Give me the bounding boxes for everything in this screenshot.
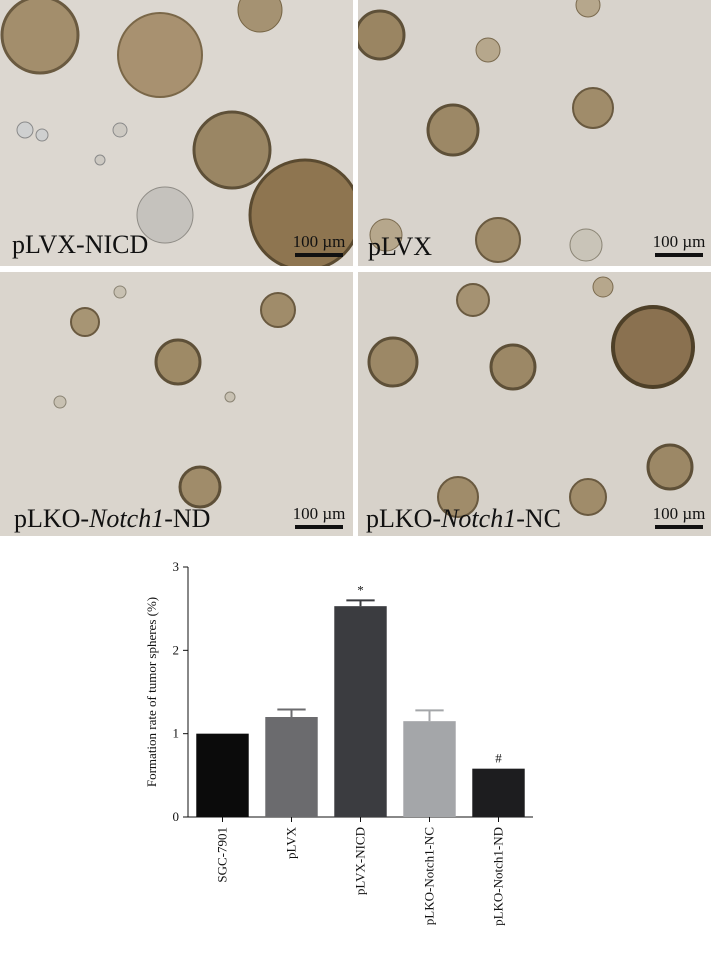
y-tick-label: 0 bbox=[173, 809, 180, 824]
scale-bar-label: 100 µm bbox=[652, 232, 706, 251]
micrograph-image bbox=[358, 272, 711, 536]
micrograph-image bbox=[0, 272, 353, 536]
y-tick-label: 3 bbox=[173, 559, 180, 574]
bar-plko-notch1-nd bbox=[472, 768, 525, 817]
panel-label-prefix: pLVX bbox=[368, 232, 433, 261]
scale-bar: 100 µm bbox=[648, 232, 710, 257]
micrograph-panel-plvx-nicd: pLVX-NICD 100 µm bbox=[0, 0, 353, 266]
panel-label: pLKO-Notch1-ND bbox=[14, 504, 210, 534]
scale-bar-label: 100 µm bbox=[292, 232, 346, 251]
x-tick-label: pLKO-Notch1-ND bbox=[491, 827, 506, 926]
micrograph-panel-plko-notch1-nd: pLKO-Notch1-ND 100 µm bbox=[0, 272, 353, 536]
x-axis: SGC-7901 pLVX pLVX-NICD pLKO-Notch1-NC pLKO-… bbox=[188, 816, 533, 926]
bar-sgc-7901 bbox=[196, 733, 249, 817]
significance-marker: # bbox=[495, 751, 502, 766]
significance-marker: * bbox=[357, 582, 364, 597]
micrograph-image bbox=[0, 0, 353, 266]
bar-plvx-nicd bbox=[334, 606, 387, 817]
y-tick-label: 1 bbox=[173, 726, 180, 741]
scale-bar: 100 µm bbox=[648, 504, 710, 529]
panel-label-prefix: pLVX-NICD bbox=[12, 230, 149, 259]
scale-bar-label: 100 µm bbox=[292, 504, 346, 523]
panel-label-suffix: -NC bbox=[516, 504, 561, 533]
bar-chart: 0 1 2 3 Formation rate of tumor spheres (%)… bbox=[144, 559, 533, 926]
panel-label-prefix: pLKO- bbox=[14, 504, 90, 533]
x-tick-label: pLVX-NICD bbox=[353, 827, 368, 895]
bar-plvx bbox=[265, 717, 318, 817]
scale-bar: 100 µm bbox=[288, 504, 350, 529]
x-tick-label: SGC-7901 bbox=[215, 827, 230, 883]
y-axis-label: Formation rate of tumor spheres (%) bbox=[144, 597, 159, 787]
panel-label: pLVX-NICD bbox=[12, 230, 148, 260]
panel-label-suffix: -ND bbox=[164, 504, 211, 533]
y-axis: 0 1 2 3 Formation rate of tumor spheres (%) bbox=[144, 559, 189, 824]
scale-bar-label: 100 µm bbox=[652, 504, 706, 523]
bar-plko-notch1-nc bbox=[403, 721, 456, 817]
panel-label-prefix: pLKO- bbox=[366, 504, 442, 533]
micrograph-panel-plko-notch1-nc: pLKO-Notch1-NC 100 µm bbox=[358, 272, 711, 536]
panel-label: pLKO-Notch1-NC bbox=[366, 504, 561, 534]
x-tick-label: pLKO-Notch1-NC bbox=[422, 827, 437, 925]
micrograph-image bbox=[358, 0, 711, 266]
panel-label-italic: Notch1 bbox=[441, 504, 517, 533]
micrograph-panel-plvx: pLVX 100 µm bbox=[358, 0, 711, 266]
bars: *# bbox=[196, 582, 525, 817]
x-tick-label: pLVX bbox=[284, 826, 299, 859]
panel-label-italic: Notch1 bbox=[89, 504, 165, 533]
scale-bar: 100 µm bbox=[288, 232, 350, 257]
y-tick-label: 2 bbox=[173, 642, 180, 657]
panel-label: pLVX bbox=[368, 232, 432, 262]
